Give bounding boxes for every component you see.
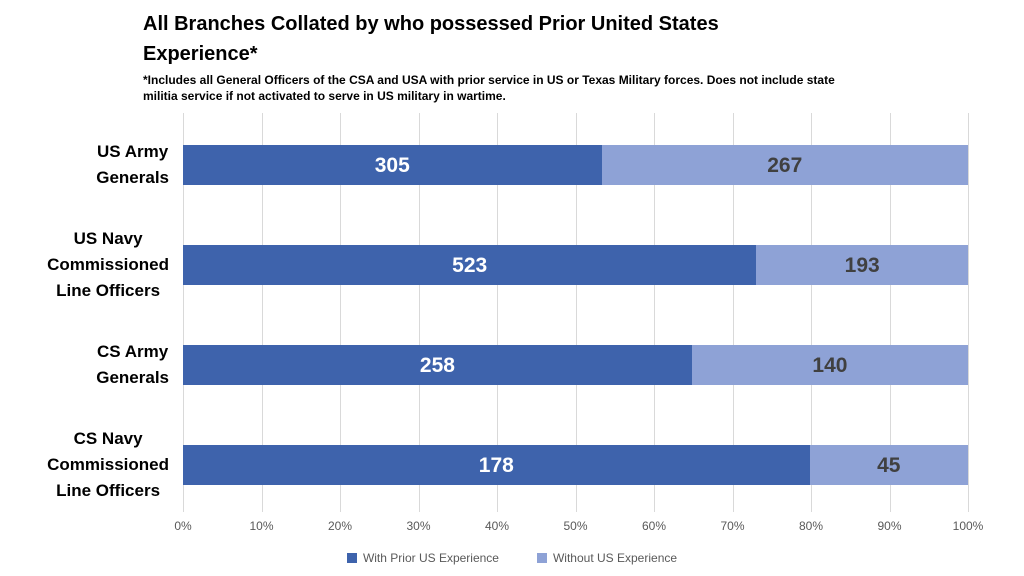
x-axis-tick-label: 40% <box>484 519 510 533</box>
gridline <box>497 113 498 512</box>
gridline <box>340 113 341 512</box>
x-axis-tick-label: 0% <box>174 519 192 533</box>
chart-footnote-line-1: *Includes all General Officers of the CS… <box>143 73 835 87</box>
category-label: CS Army Generals <box>96 342 169 387</box>
x-axis-tick-label: 30% <box>406 519 431 533</box>
plot-area: 305 267 523 193 258 140 178 45 <box>183 113 969 512</box>
legend: With Prior US Experience Without US Exper… <box>0 551 1024 565</box>
gridline <box>575 113 577 512</box>
gridline <box>732 113 734 512</box>
bar-segment-with-prior-us-experience: 178 <box>183 445 810 485</box>
x-axis-tick-label: 50% <box>563 519 588 533</box>
legend-item-without-us-experience: Without US Experience <box>536 551 678 565</box>
gridline <box>418 113 420 512</box>
legend-label: With Prior US Experience <box>362 551 499 565</box>
chart-footnote: *Includes all General Officers of the CS… <box>143 72 835 104</box>
gridline <box>183 113 184 512</box>
legend-label: Without US Experience <box>552 551 678 565</box>
gridline <box>968 113 969 512</box>
chart-title-line-1: All Branches Collated by who possessed P… <box>143 13 719 35</box>
chart-title-line-2: Experience* <box>143 43 258 65</box>
x-axis-tick-label: 20% <box>327 519 353 533</box>
bar-segment-with-prior-us-experience: 523 <box>183 245 757 285</box>
bar-value-label: 45 <box>877 453 901 477</box>
bar-row: 178 45 <box>183 445 968 485</box>
legend-swatch-icon <box>536 553 547 563</box>
bar-value-label: 178 <box>478 453 514 477</box>
legend-item-with-prior-us-experience: With Prior US Experience <box>346 551 499 565</box>
bar-row: 305 267 <box>183 145 968 185</box>
bar-row: 523 193 <box>183 245 968 285</box>
bar-value-label: 305 <box>374 153 410 177</box>
bar-segment-with-prior-us-experience: 305 <box>183 145 602 185</box>
gridline <box>654 113 655 512</box>
bar-value-label: 523 <box>452 253 488 277</box>
x-axis-tick-label: 100% <box>952 519 984 533</box>
category-label: US Navy Commissioned Line Officers <box>47 229 169 300</box>
bar-value-label: 267 <box>767 153 803 177</box>
bar-segment-without-us-experience: 193 <box>756 245 968 285</box>
category-label: CS Navy Commissioned Line Officers <box>47 429 169 500</box>
bar-segment-without-us-experience: 45 <box>809 445 968 485</box>
x-axis-tick-label: 60% <box>641 519 667 533</box>
bar-value-label: 258 <box>419 353 455 377</box>
x-axis-tick-label: 70% <box>720 519 745 533</box>
bar-value-label: 193 <box>844 253 880 277</box>
x-axis-tick-label: 10% <box>249 519 274 533</box>
bar-value-label: 140 <box>812 353 848 377</box>
bar-segment-with-prior-us-experience: 258 <box>183 345 692 385</box>
category-label: US Army Generals <box>96 142 169 187</box>
gridline <box>889 113 891 512</box>
chart-footnote-line-2: militia service if not activated to serv… <box>143 89 506 103</box>
chart-title: All Branches Collated by who possessed P… <box>143 9 719 69</box>
bar-segment-without-us-experience: 140 <box>691 345 968 385</box>
gridline <box>261 113 263 512</box>
gridline <box>811 113 812 512</box>
x-axis-tick-label: 90% <box>877 519 902 533</box>
legend-swatch-icon <box>346 553 357 563</box>
x-axis-tick-label: 80% <box>798 519 824 533</box>
bar-segment-without-us-experience: 267 <box>601 145 968 185</box>
bar-row: 258 140 <box>183 345 968 385</box>
